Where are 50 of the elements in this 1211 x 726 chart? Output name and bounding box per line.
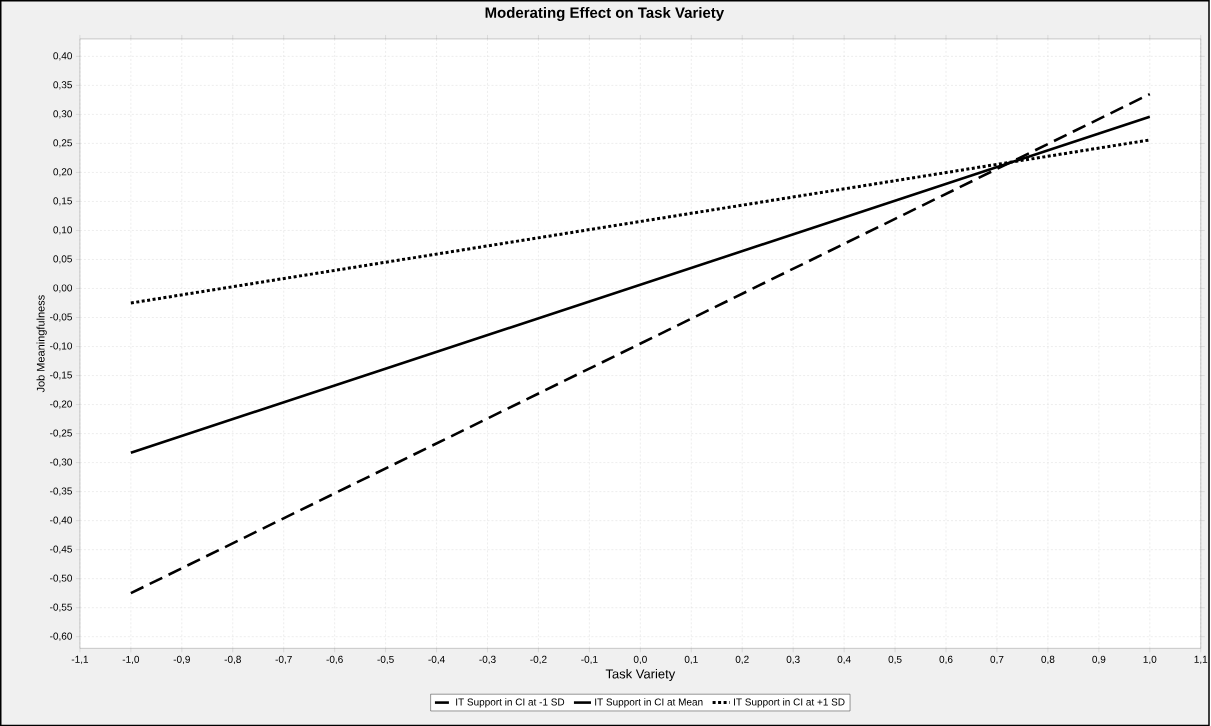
y-tick-label: -0,55: [50, 603, 72, 612]
x-tick-label: -0,8: [224, 655, 241, 664]
y-tick-label: 0,25: [53, 139, 72, 148]
x-tick-label: 0,6: [939, 655, 953, 664]
legend-label: IT Support in CI at Mean: [595, 698, 703, 708]
y-tick-label: 0,15: [53, 197, 72, 206]
x-tick-label: 0,8: [1041, 655, 1055, 664]
legend-label: IT Support in CI at +1 SD: [734, 698, 845, 708]
y-tick-label: 0,35: [53, 81, 72, 90]
x-tick-label: -0,4: [428, 655, 445, 664]
x-tick-label: 0,3: [786, 655, 800, 664]
y-tick-label: -0,15: [50, 371, 72, 380]
y-tick-label: -0,35: [50, 487, 72, 496]
y-tick-label: -0,10: [50, 342, 72, 351]
chart-title: Moderating Effect on Task Variety: [485, 6, 725, 21]
y-tick-label: -0,30: [50, 458, 72, 467]
legend-label: IT Support in CI at -1 SD: [456, 698, 565, 708]
x-tick-label: 0,7: [990, 655, 1004, 664]
x-tick-label: -0,2: [530, 655, 547, 664]
y-tick-label: -0,20: [50, 400, 72, 409]
x-tick-label: -1,1: [71, 655, 89, 664]
y-tick-label: -0,25: [50, 429, 72, 438]
x-tick-label: -0,6: [326, 655, 343, 664]
x-tick-label: 0,1: [684, 655, 698, 664]
y-tick-label: -0,45: [50, 545, 72, 554]
y-tick-label: -0,05: [50, 313, 72, 322]
x-tick-label: 0,4: [837, 655, 851, 664]
y-tick-label: -0,60: [50, 632, 72, 641]
x-tick-label: -1,0: [122, 655, 140, 664]
x-tick-label: -0,9: [173, 655, 190, 664]
x-axis-title: Task Variety: [605, 668, 676, 681]
y-tick-label: -0,50: [50, 574, 72, 583]
x-tick-label: 0,9: [1092, 655, 1106, 664]
y-tick-label: 0,00: [53, 284, 72, 293]
x-tick-label: 0,0: [633, 655, 647, 664]
y-tick-label: 0,30: [53, 110, 72, 119]
y-tick-label: 0,40: [53, 52, 72, 61]
y-tick-label: 0,05: [53, 255, 72, 264]
x-tick-label: 1,1: [1194, 655, 1208, 664]
x-tick-label: -0,1: [581, 655, 598, 664]
x-tick-label: -0,5: [377, 655, 394, 664]
x-tick-label: -0,3: [479, 655, 496, 664]
y-tick-label: 0,10: [53, 226, 72, 235]
x-tick-label: 0,5: [888, 655, 902, 664]
x-tick-label: -0,7: [275, 655, 292, 664]
y-tick-label: -0,40: [50, 516, 72, 525]
x-tick-label: 0,2: [735, 655, 749, 664]
x-tick-label: 1,0: [1143, 655, 1157, 664]
y-axis-title: Job Meaningfulness: [36, 295, 47, 393]
y-tick-label: 0,20: [53, 168, 72, 177]
